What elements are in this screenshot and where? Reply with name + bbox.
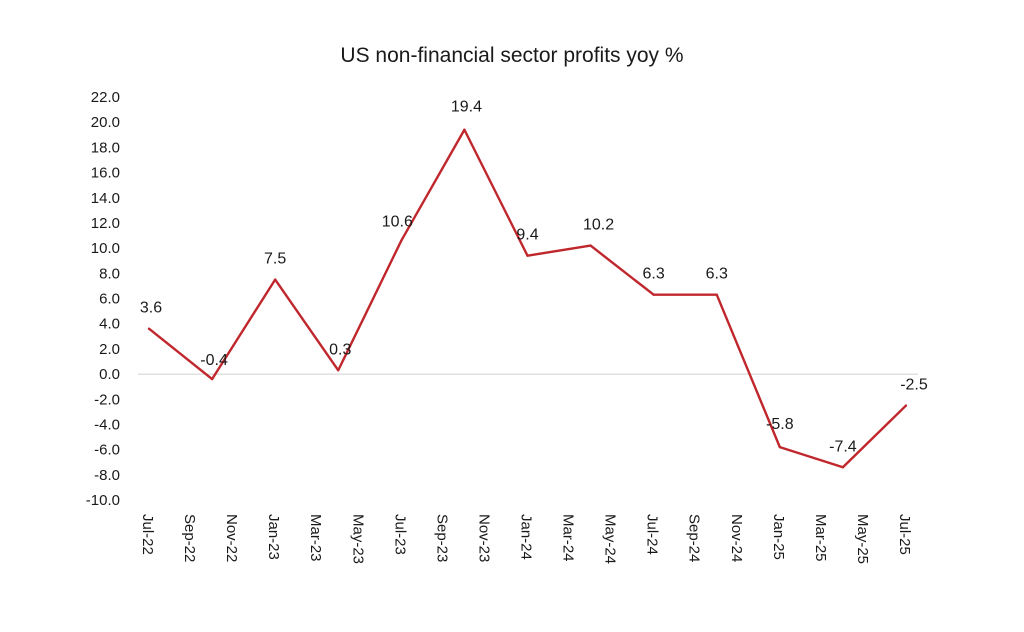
data-label: 3.6 [140, 300, 162, 317]
data-point [841, 466, 845, 469]
x-tick-label: Jul-22 [139, 514, 156, 555]
x-tick-label: Sep-22 [181, 514, 198, 562]
data-label: 0.3 [329, 341, 351, 358]
data-label: 10.6 [382, 214, 413, 231]
y-tick-label: -4.0 [94, 416, 120, 433]
data-point [463, 128, 466, 131]
x-tick-label: Mar-23 [307, 514, 324, 562]
y-tick-label: 8.0 [99, 265, 120, 282]
series-layer [147, 128, 908, 469]
data-point [400, 239, 403, 242]
y-tick-label: -2.0 [94, 391, 120, 408]
y-tick-label: 14.0 [91, 190, 120, 207]
y-tick-label: 2.0 [99, 341, 120, 358]
data-point [715, 293, 718, 296]
data-label: 19.4 [451, 99, 482, 116]
x-tick-label: Jul-25 [896, 514, 913, 555]
x-tick-label: May-24 [602, 514, 619, 564]
y-tick-label: -8.0 [94, 467, 120, 484]
data-label: 9.4 [516, 227, 538, 244]
chart-title: US non-financial sector profits yoy % [340, 44, 684, 67]
x-tick-label: May-25 [854, 514, 871, 564]
data-label: -2.5 [900, 377, 928, 394]
y-axis: -10.0 -8.0 -6.0 -4.0 -2.0 0.0 2.0 4.0 6.0 8.0 10.0… [86, 89, 120, 509]
data-label: 6.3 [706, 266, 728, 283]
data-point [589, 244, 592, 247]
data-point [652, 293, 655, 296]
x-tick-label: May-23 [349, 514, 366, 564]
data-point [778, 445, 782, 449]
data-point [337, 369, 340, 372]
y-tick-label: 0.0 [99, 366, 120, 383]
x-tick-label: Sep-24 [686, 514, 703, 562]
data-label: 7.5 [264, 251, 286, 268]
x-tick-label: Nov-24 [728, 514, 745, 562]
data-point [210, 377, 214, 381]
x-axis: Jul-22 Sep-22 Nov-22 Jan-23 Mar-23 May-23 Jul-… [139, 514, 913, 564]
y-tick-label: 6.0 [99, 291, 120, 308]
y-tick-label: 12.0 [91, 215, 120, 232]
y-tick-label: -10.0 [86, 492, 120, 509]
data-point [273, 278, 277, 281]
y-tick-label: 20.0 [91, 114, 120, 131]
data-label: -5.8 [766, 416, 794, 433]
x-tick-label: Mar-25 [812, 514, 829, 562]
x-tick-label: Mar-24 [560, 514, 577, 562]
x-tick-label: Sep-23 [433, 514, 450, 562]
y-tick-label: 4.0 [99, 316, 120, 333]
y-tick-label: 22.0 [91, 89, 120, 106]
y-tick-label: 18.0 [91, 139, 120, 156]
y-tick-label: 10.0 [91, 240, 120, 257]
x-tick-label: Jul-24 [644, 514, 661, 555]
data-labels: 3.6 -0.4 7.5 0.3 10.6 19.4 9.4 10.2 6.3 6.3 -5.8 -7… [140, 99, 928, 456]
data-label: 6.3 [643, 266, 665, 283]
x-tick-label: Jan-24 [518, 514, 535, 560]
data-label: -0.4 [200, 352, 228, 369]
x-tick-label: Jan-23 [265, 514, 282, 560]
x-tick-label: Nov-22 [223, 514, 240, 562]
x-tick-label: Nov-23 [475, 514, 492, 562]
data-label: 10.2 [583, 217, 614, 234]
y-tick-label: 16.0 [91, 165, 120, 182]
data-point [147, 327, 151, 330]
data-point [526, 254, 529, 257]
x-tick-label: Jul-23 [391, 514, 408, 555]
data-label: -7.4 [829, 438, 857, 455]
data-point [904, 404, 908, 407]
y-tick-label: -6.0 [94, 442, 120, 459]
x-tick-label: Jan-25 [770, 514, 787, 560]
